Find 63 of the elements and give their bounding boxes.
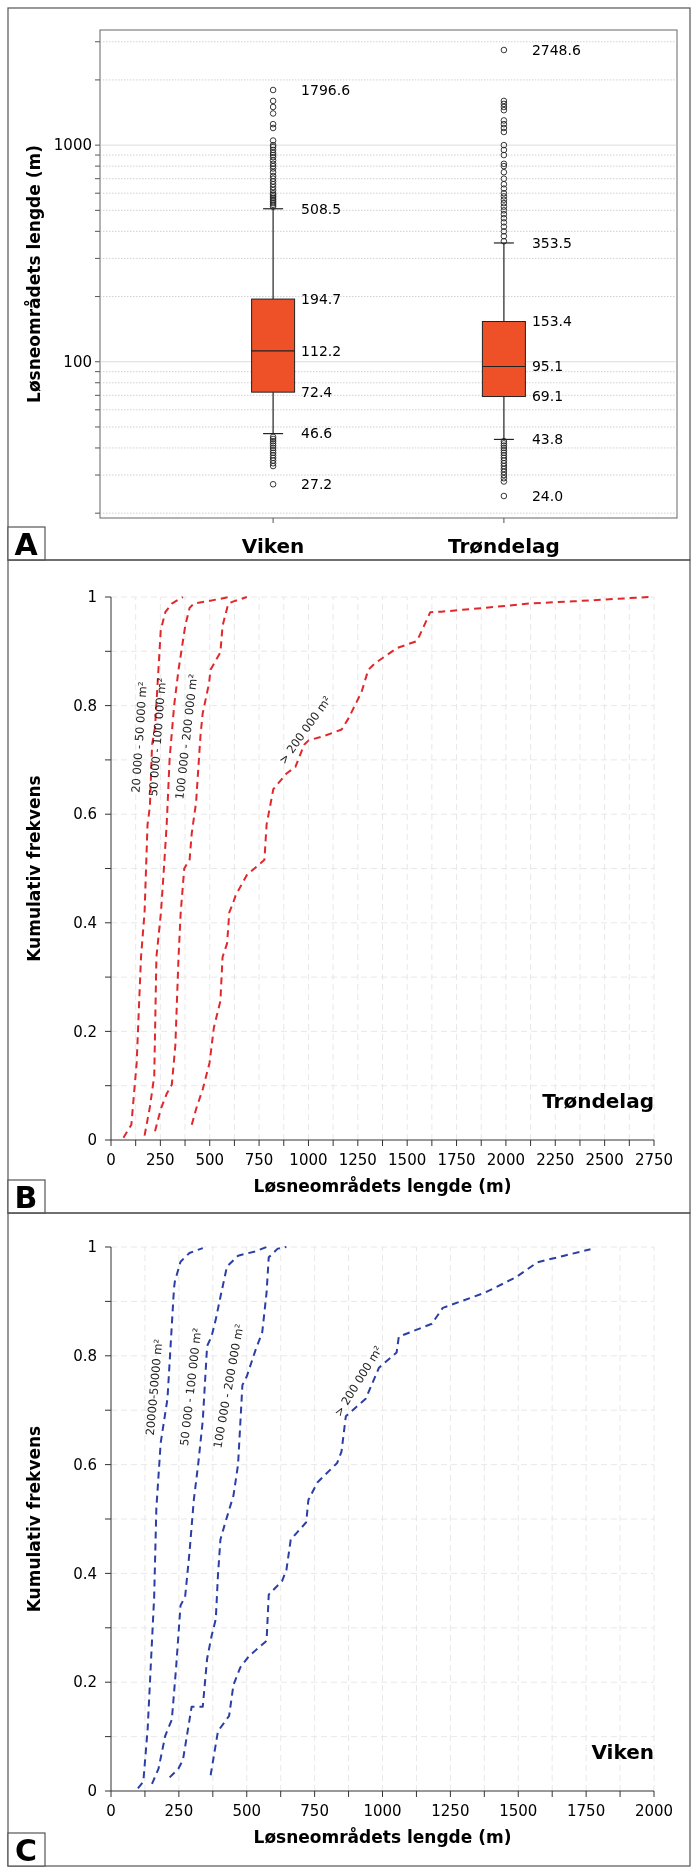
annotation: 353.5	[531, 234, 572, 251]
annotation: 43.8	[531, 431, 564, 448]
annotation: 69.1	[531, 388, 564, 405]
y-tick-label: 0.4	[73, 1564, 97, 1583]
x-tick-label: 1500	[388, 1151, 427, 1169]
x-tick-label: 1000	[289, 1151, 328, 1169]
x-tick-label: 1250	[431, 1802, 470, 1820]
y-tick-label: 0	[87, 1782, 97, 1801]
x-tick-label: 2750	[634, 1151, 674, 1169]
x-tick-label: 1750	[567, 1802, 606, 1820]
text: 20000-50000 m²	[142, 1338, 166, 1437]
text: 50 000 - 100 000 m²	[177, 1327, 205, 1447]
x-tick-label: 1500	[499, 1802, 538, 1820]
y-axis-title: Kumulativ frekvens	[24, 775, 44, 962]
y-tick-label: 1	[87, 588, 97, 607]
y-tick-label: 0.8	[73, 1347, 97, 1366]
x-tick-label: 1750	[437, 1151, 476, 1169]
x-tick-label: 250	[164, 1802, 194, 1820]
annotation: 112.2	[301, 342, 342, 359]
annotation: 508.5	[301, 200, 342, 217]
x-tick-label: 750	[244, 1151, 274, 1169]
x-tick-label: 2250	[536, 1151, 575, 1169]
annotation: 194.7	[301, 290, 342, 307]
y-tick-label: 0.8	[73, 696, 97, 715]
text: B	[14, 1180, 38, 1215]
x-tick-label: 0	[106, 1151, 116, 1169]
annotation: 2748.6	[531, 41, 581, 58]
x-tick-label: 2500	[585, 1151, 624, 1169]
x-axis-title: Løsneområdets lengde (m)	[253, 1826, 512, 1847]
x-tick-label: 750	[300, 1802, 329, 1820]
x-tick-label: 250	[146, 1151, 175, 1169]
y-tick-label: 0	[87, 1131, 97, 1150]
x-tick-label: 0	[106, 1802, 116, 1820]
x-tick-label: 2000	[486, 1151, 525, 1169]
y-tick-label: 0.2	[73, 1673, 97, 1692]
y-axis-title: Kumulativ frekvens	[24, 1425, 44, 1613]
y-tick-label: 1	[87, 1238, 97, 1257]
annotation: 24.0	[531, 487, 564, 504]
x-tick-label: 2000	[634, 1802, 674, 1820]
x-tick-label: 1250	[338, 1151, 377, 1169]
y-tick-label: 0.6	[73, 805, 97, 824]
x-tick-label: 500	[195, 1151, 225, 1169]
text: 100 000 - 200 000 m²	[210, 1322, 247, 1450]
annotation: 27.2	[301, 476, 333, 493]
y-tick-label: 0.4	[73, 914, 97, 933]
annotation: 46.6	[301, 425, 333, 442]
text: 100 000 - 200 000 m²	[172, 673, 201, 801]
y-axis-title: Løsneområdets lengde (m)	[23, 145, 44, 403]
annotation: 72.4	[301, 384, 333, 401]
annotation: Viken	[591, 1740, 654, 1764]
y-tick-label: 1000	[53, 136, 92, 155]
y-tick-label: 100	[63, 353, 92, 372]
y-tick-label: 0.2	[73, 1022, 97, 1041]
text: C	[14, 1833, 38, 1867]
x-tick-label: 1000	[363, 1802, 402, 1820]
annotation: Trøndelag	[542, 1089, 654, 1113]
x-axis-title: Løsneområdets lengde (m)	[253, 1175, 512, 1196]
x-tick-label: 500	[232, 1802, 262, 1820]
y-tick-label: 0.6	[73, 1455, 97, 1474]
text: A	[14, 527, 39, 562]
annotation: 95.1	[531, 358, 564, 375]
annotation: 1796.6	[301, 81, 351, 98]
annotation: 153.4	[531, 313, 573, 330]
